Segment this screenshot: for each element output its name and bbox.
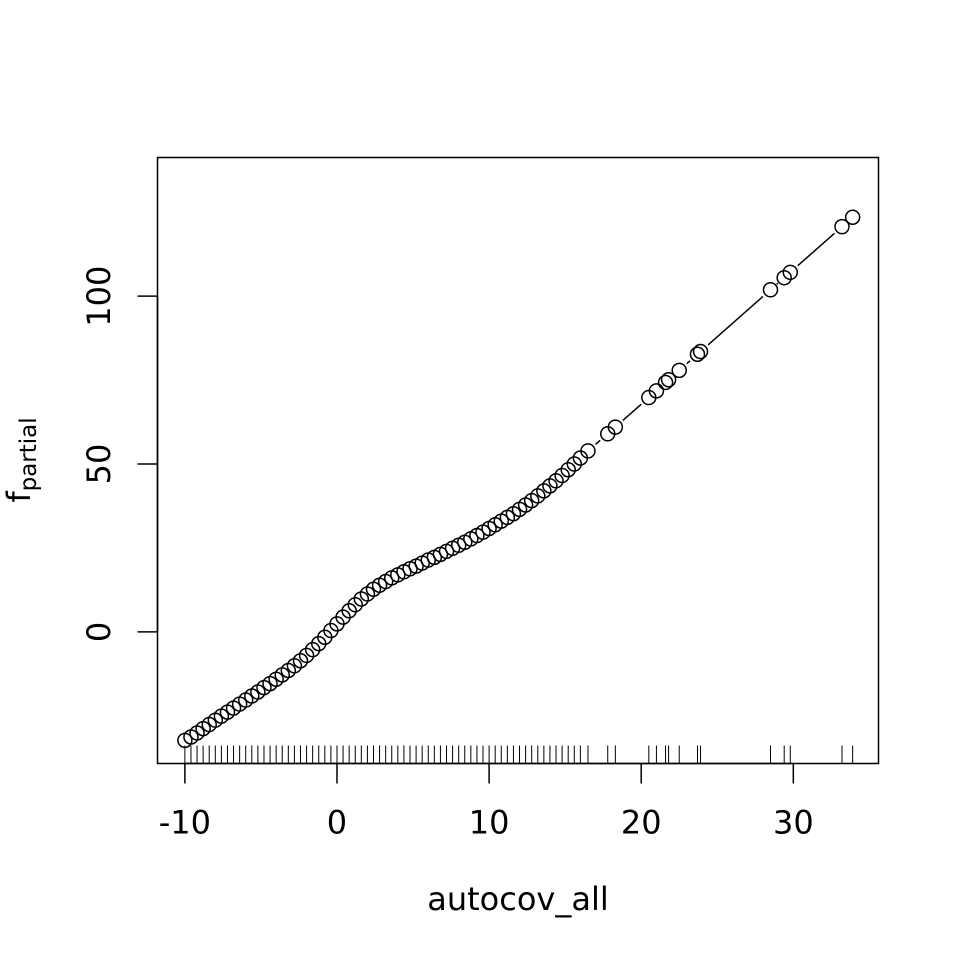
- data-point: [834, 218, 850, 235]
- data-point: [782, 264, 799, 281]
- data-point: [298, 647, 315, 664]
- x-tick-label: 20: [621, 804, 662, 842]
- x-tick-label: 30: [773, 804, 814, 842]
- data-point: [566, 456, 583, 472]
- data-point: [648, 383, 665, 399]
- data-point: [580, 443, 596, 459]
- x-tick-label: 0: [327, 804, 347, 842]
- y-axis: 0 50 100: [80, 266, 159, 642]
- data-point: [844, 209, 861, 226]
- x-tick-label: -10: [159, 804, 211, 842]
- data-point: [304, 641, 321, 658]
- y-axis-label-subscript: partial: [16, 417, 42, 491]
- line-layer: [595, 232, 835, 445]
- line-segment: [707, 295, 764, 346]
- data-point: [560, 461, 576, 478]
- x-axis-label: autocov_all: [427, 880, 609, 918]
- data-point: [692, 343, 709, 360]
- data-point: [660, 372, 677, 388]
- data-point: [689, 346, 706, 362]
- line-segment: [776, 282, 779, 285]
- line-segment: [797, 232, 835, 267]
- line-segment: [622, 403, 642, 422]
- y-tick-label: 50: [80, 444, 118, 485]
- y-axis-label: fpartial: [0, 417, 42, 502]
- x-tick-label: 10: [469, 804, 510, 842]
- data-point: [347, 596, 363, 613]
- point-layer: [177, 209, 861, 749]
- y-tick-label: 0: [80, 622, 118, 642]
- line-segment: [595, 439, 601, 445]
- line-segment: [686, 360, 691, 365]
- data-point: [554, 467, 570, 484]
- data-point: [762, 282, 779, 298]
- rug-layer: [184, 745, 854, 764]
- y-tick-label: 100: [80, 266, 118, 327]
- data-point: [671, 362, 687, 379]
- x-axis: -10 0 10 20 30: [159, 762, 814, 842]
- data-point: [657, 374, 674, 391]
- data-point: [341, 602, 357, 619]
- data-point: [607, 419, 624, 435]
- y-axis-label-main: f: [0, 491, 38, 503]
